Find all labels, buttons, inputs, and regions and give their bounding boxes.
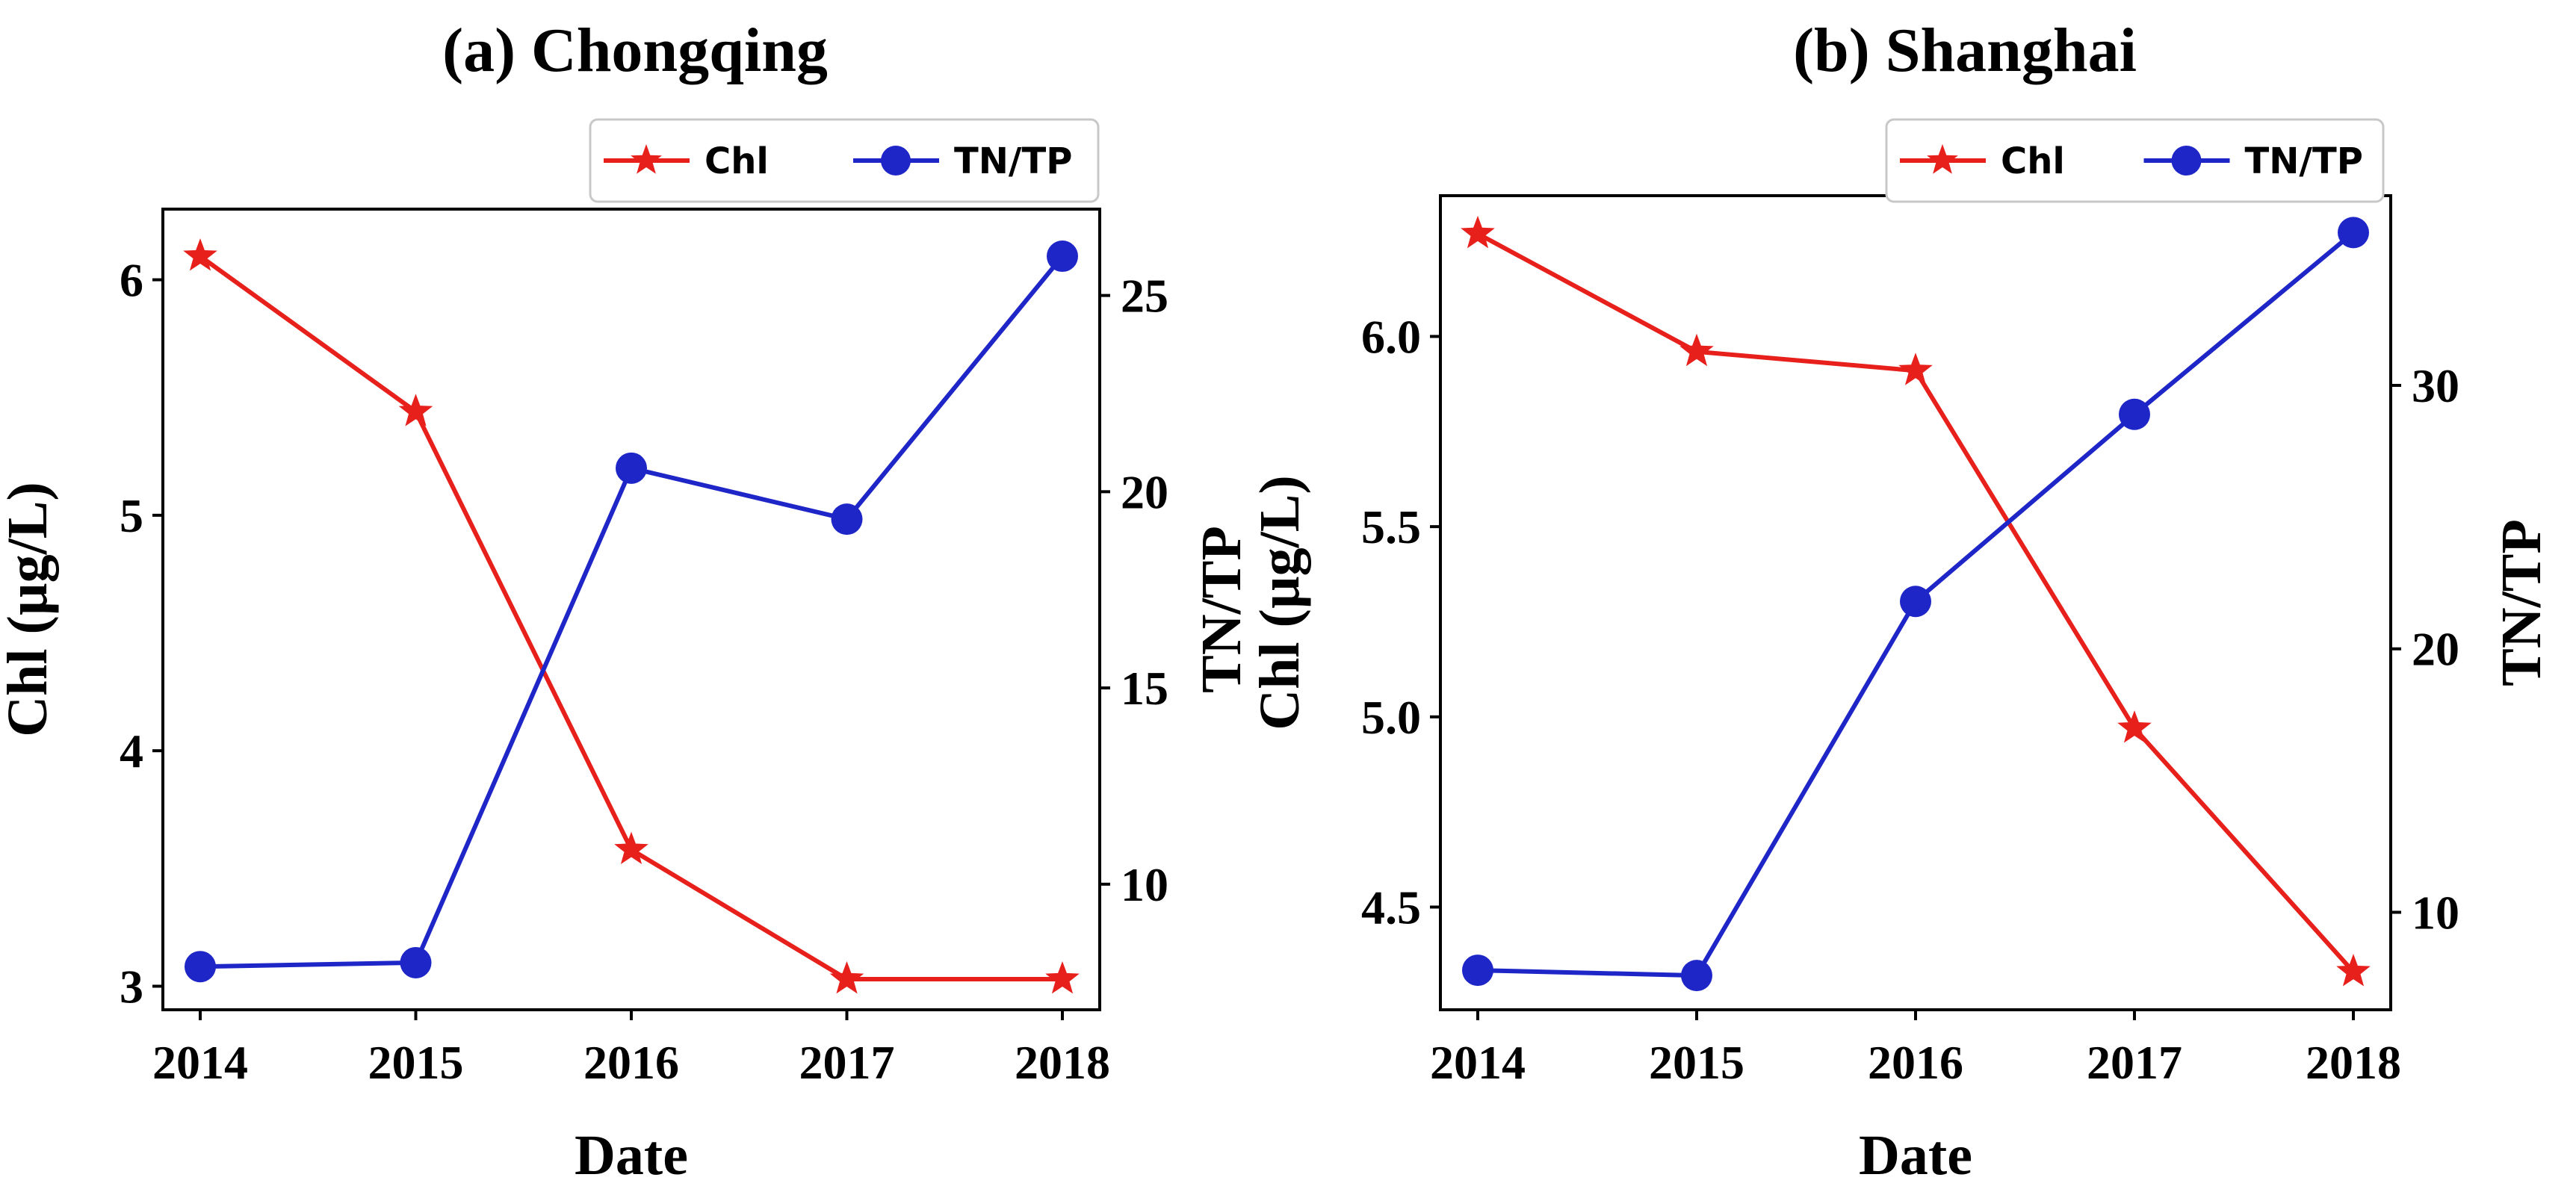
data-point-chl [614,831,648,864]
x-tick-label: 2017 [799,1036,895,1089]
data-point-chl [829,961,864,994]
data-point-tn-tp [1681,960,1712,992]
data-point-tn-tp [1900,586,1931,618]
data-point-chl [2336,954,2371,987]
legend-marker-chl [1927,144,1958,174]
y-tick-label: 5.0 [1361,691,1421,744]
chart-title: (b) Shanghai [1793,16,2137,85]
x-tick-label: 2015 [1649,1036,1744,1089]
y-axis-label: Chl (µg/L) [1248,475,1311,730]
x-tick-label: 2016 [1868,1036,1963,1089]
legend-marker-chl [631,144,662,174]
data-point-tn-tp [616,452,647,484]
data-point-tn-tp [2338,217,2369,249]
legend-marker-tn-tp [2171,146,2202,176]
legend-marker-tn-tp [881,146,911,176]
y2-tick-label: 30 [2412,359,2459,412]
legend-box [1885,118,2385,203]
x-tick-label: 2015 [368,1036,464,1089]
data-point-chl [398,394,433,426]
y-tick-label: 5.5 [1361,500,1421,553]
y2-tick-label: 15 [1121,662,1168,715]
y2-tick-label: 20 [2412,623,2459,676]
data-point-chl [1045,961,1080,994]
data-point-tn-tp [1462,955,1493,987]
x-tick-label: 2016 [583,1036,679,1089]
chart-title: (a) Chongqing [442,16,828,85]
y-tick-label: 5 [120,489,143,542]
x-axis-label: Date [1859,1124,1972,1187]
y2-tick-label: 10 [1121,858,1168,911]
data-point-tn-tp [831,503,863,536]
x-tick-label: 2014 [152,1036,248,1089]
y2-axis-label: TN/TP [2490,519,2553,686]
chart-panel-2: (b) Shanghai 2014 2015 2016 2017 2018 Date 4.5 5… [1248,16,2553,1187]
legend-label-chl: Chl [2001,140,2065,182]
x-axis-label: Date [575,1124,688,1187]
x-tick-label: 2018 [1015,1036,1110,1089]
data-point-chl [183,238,217,271]
series-line-chl [199,254,1062,981]
series-line-tn-tp [199,255,1065,969]
y-axis-label: Chl (µg/L) [0,482,59,736]
x-tick-label: 2017 [2087,1036,2182,1089]
x-tick-label: 2014 [1430,1036,1526,1089]
legend-label-tn-tp: TN/TP [954,140,1072,182]
legend-label-tn-tp: TN/TP [2245,140,2363,182]
data-point-chl [1679,333,1714,367]
y-tick-label: 3 [120,960,143,1013]
legend-box [589,118,1100,203]
y-tick-label: 4.5 [1361,881,1421,934]
x-tick-label: 2018 [2306,1036,2401,1089]
y2-tick-label: 10 [2412,886,2459,939]
y2-tick-label: 25 [1121,270,1168,323]
data-point-tn-tp [185,951,216,983]
data-point-chl [1898,353,1933,385]
data-point-chl [1461,215,1495,249]
data-point-tn-tp [400,946,432,978]
y-tick-label: 4 [120,724,143,777]
y-tick-label: 6 [120,254,143,307]
y-tick-label: 6.0 [1361,310,1421,363]
data-point-tn-tp [2119,398,2150,430]
data-point-chl [2117,710,2152,743]
data-point-tn-tp [1047,240,1078,273]
legend-label-chl: Chl [705,140,769,182]
y2-tick-label: 20 [1121,465,1168,518]
y2-axis-label: TN/TP [1190,526,1253,693]
